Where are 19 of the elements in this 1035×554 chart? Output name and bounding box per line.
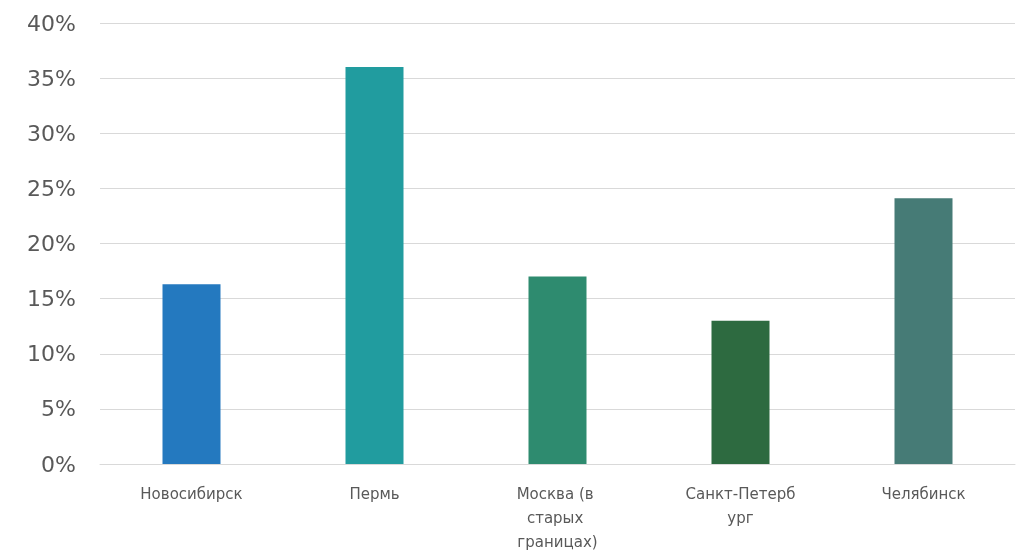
- y-tick-label: 0%: [41, 451, 76, 477]
- bar: [528, 276, 587, 464]
- bar: [345, 67, 404, 464]
- y-tick-label: 20%: [27, 231, 76, 256]
- bar: [894, 198, 953, 464]
- y-tick-label: 40%: [27, 10, 76, 36]
- y-tick-label: 30%: [27, 120, 76, 146]
- x-tick-label: Новосибирск: [140, 485, 243, 503]
- y-tick-label: 10%: [27, 341, 76, 367]
- x-tick-label: Санкт-Петербург: [685, 485, 796, 527]
- y-tick-label: 35%: [27, 65, 76, 91]
- bar: [711, 320, 770, 464]
- x-tick-label: Челябинск: [881, 485, 966, 503]
- bar: [162, 284, 221, 464]
- y-tick-label: 5%: [41, 396, 76, 422]
- y-tick-label: 25%: [27, 175, 76, 201]
- y-tick-label: 15%: [27, 286, 76, 312]
- x-tick-label: Москва (в старых границах): [516, 485, 599, 551]
- x-tick-label: Пермь: [349, 485, 400, 503]
